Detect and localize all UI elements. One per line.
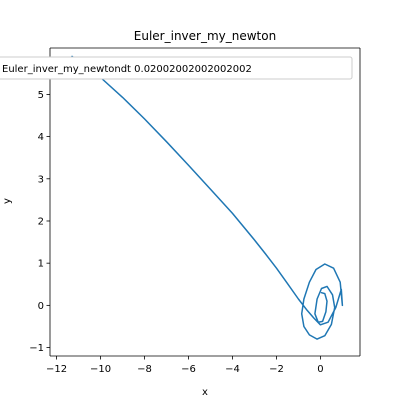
y-tick-label: 4 (38, 132, 44, 143)
x-tick-label: −6 (181, 364, 196, 375)
x-tick-label: −12 (46, 364, 67, 375)
chart-title: Euler_inver_my_newton (134, 29, 276, 43)
legend: Euler_inver_my_newtondt 0.02002002002002… (0, 56, 353, 80)
y-tick-label: −1 (29, 343, 44, 354)
y-tick-label: 5 (38, 90, 44, 101)
x-axis-label: x (202, 387, 208, 398)
x-tick-label: 0 (317, 364, 323, 375)
legend-entry-label: Euler_inver_my_newtondt 0.02002002002002… (2, 64, 252, 75)
y-tick-label: 2 (38, 216, 44, 227)
y-tick-label: 3 (38, 174, 44, 185)
y-axis-label: y (2, 198, 13, 204)
legend-box (0, 56, 353, 80)
series-line-0 (71, 55, 344, 340)
plot-area (50, 48, 360, 356)
y-tick-label: 1 (38, 259, 44, 270)
plot-background (50, 48, 360, 356)
x-tick-label: −10 (90, 364, 111, 375)
x-tick-label: −8 (137, 364, 152, 375)
series-layer (71, 55, 344, 340)
y-tick-label: 0 (38, 301, 44, 312)
x-tick-label: −4 (225, 364, 240, 375)
axes (49, 47, 361, 357)
x-tick-label: −2 (269, 364, 284, 375)
